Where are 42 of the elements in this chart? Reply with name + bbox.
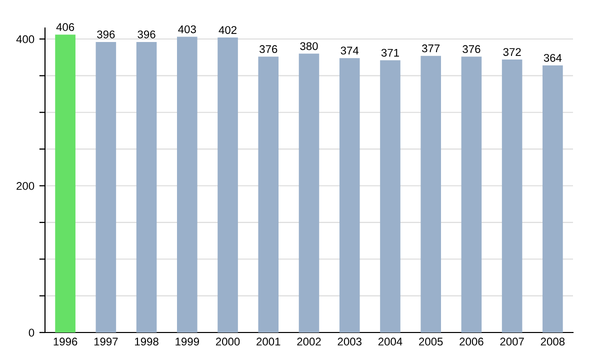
bar <box>177 36 198 332</box>
y-tick-label: 200 <box>16 182 34 190</box>
data-label: 377 <box>422 44 440 52</box>
bar <box>96 42 116 332</box>
bar <box>461 56 482 332</box>
bar <box>542 65 563 332</box>
x-tick-label: 2005 <box>419 338 443 346</box>
x-tick-label: 1996 <box>54 338 78 346</box>
bar <box>339 58 360 332</box>
bar <box>380 60 400 332</box>
data-label: 380 <box>300 42 318 50</box>
data-label: 372 <box>503 48 521 56</box>
bar <box>258 56 279 332</box>
bar <box>298 54 320 332</box>
data-label: 374 <box>340 46 359 54</box>
x-tick-label: 2008 <box>540 338 565 346</box>
y-tick-label: 400 <box>16 35 34 44</box>
bar <box>136 42 157 332</box>
bar <box>55 34 76 332</box>
x-tick-label: 2006 <box>460 338 484 346</box>
data-label: 364 <box>544 54 562 62</box>
x-tick-label: 2002 <box>297 338 321 346</box>
data-label: 396 <box>138 30 156 38</box>
data-label: 396 <box>97 30 115 38</box>
data-label: 376 <box>462 45 480 54</box>
x-tick-label: 2007 <box>500 338 524 346</box>
x-tick-label: 1997 <box>94 338 118 346</box>
bar <box>218 38 238 332</box>
y-tick-label: 0 <box>28 328 34 337</box>
x-tick-label: 1999 <box>176 338 199 346</box>
data-label: 403 <box>178 25 196 34</box>
x-tick-label: 2001 <box>256 338 280 346</box>
data-label: 402 <box>218 26 236 34</box>
x-tick-label: 1998 <box>135 338 158 346</box>
x-tick-label: 2000 <box>216 338 240 346</box>
data-label: 376 <box>260 45 278 54</box>
data-label: 406 <box>56 23 74 32</box>
bar <box>502 60 522 332</box>
x-tick-label: 2003 <box>338 338 362 346</box>
data-label: 371 <box>381 48 399 57</box>
x-tick-label: 2004 <box>378 338 402 346</box>
bar <box>420 56 441 332</box>
